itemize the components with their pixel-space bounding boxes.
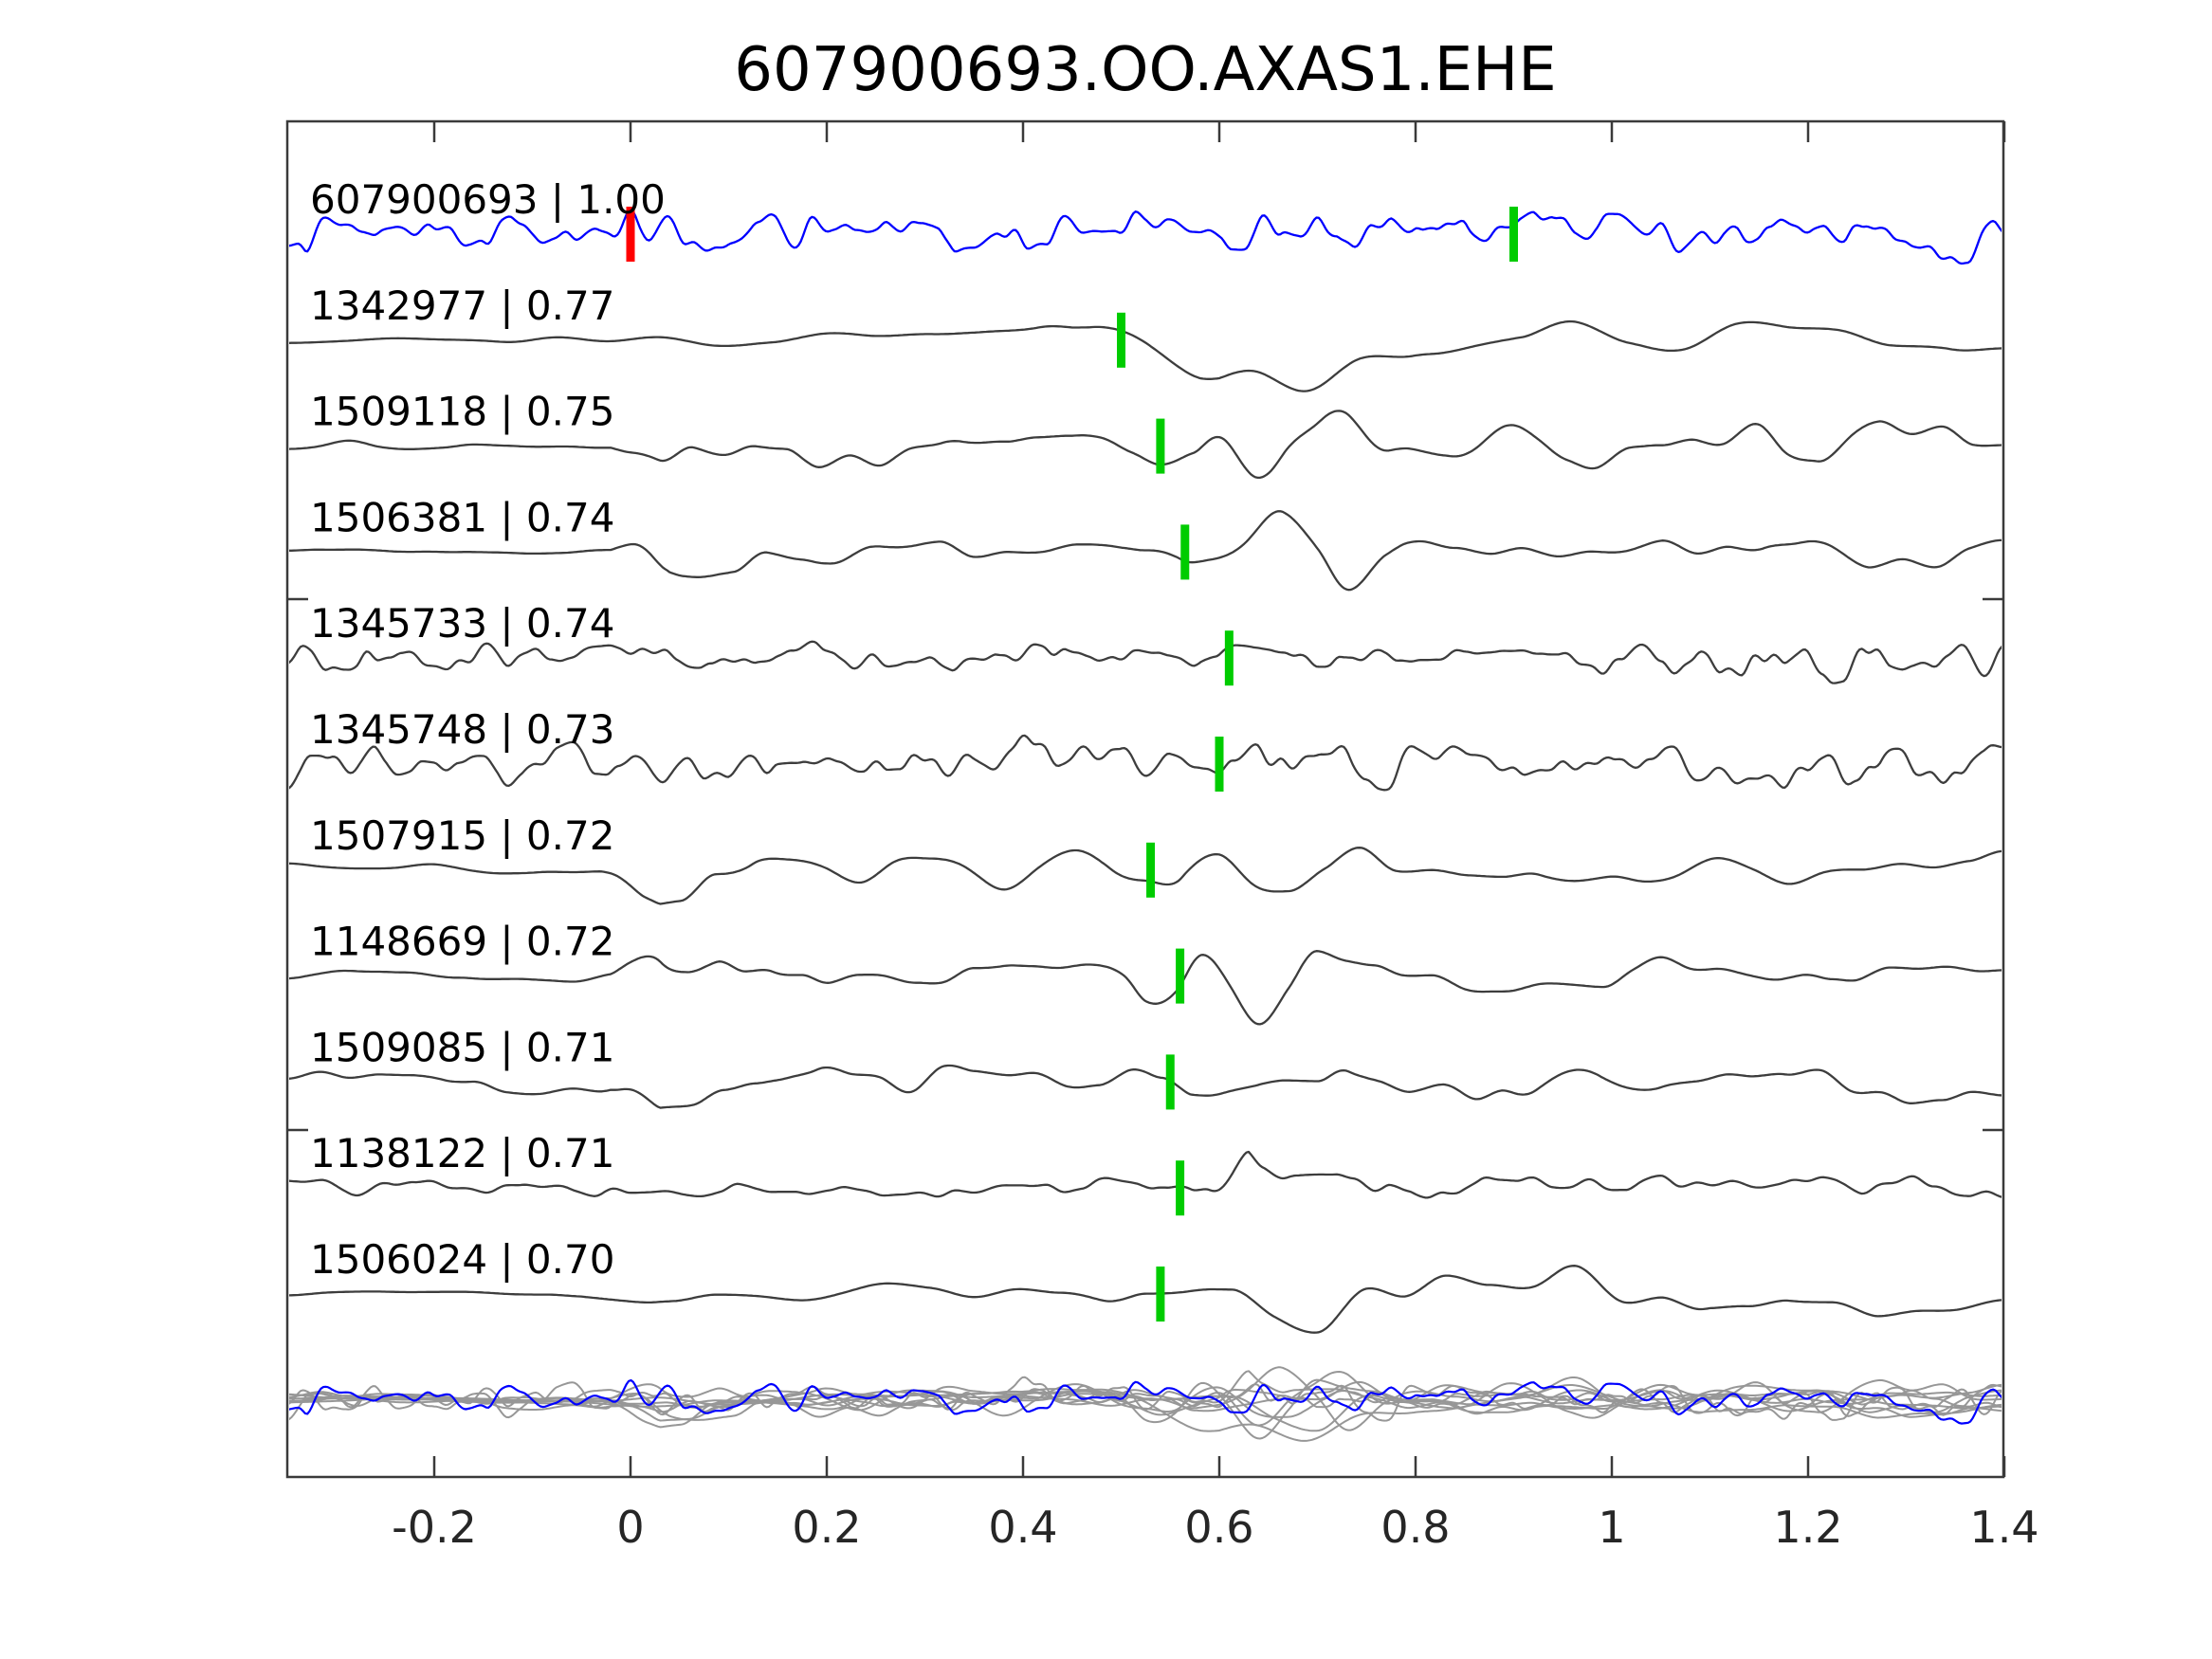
overlay-trace-607900693 [289,1378,2002,1425]
pick-marker-1148669 [1176,948,1185,1004]
trace-layer [289,208,2002,1442]
pick-marker-1509085 [1165,1054,1175,1110]
pick-marker-1506024 [1156,1267,1165,1322]
chart-title: 607900693.OO.AXAS1.EHE [734,35,1556,105]
x-tick-label: 0 [616,1502,644,1553]
trace-label-1345733: 1345733 | 0.74 [310,600,614,647]
x-tick-label: 0.4 [988,1502,1057,1553]
x-tick-label: 1.4 [1969,1502,2038,1553]
trace-line-1507915 [289,847,2002,905]
x-tick-label: 0.8 [1380,1502,1450,1553]
trace-label-1138122: 1138122 | 0.71 [310,1130,614,1176]
trace-label-1506024: 1506024 | 0.70 [310,1236,614,1283]
x-tick-label: 0.2 [792,1502,861,1553]
trace-line-1509118 [289,410,2002,480]
trace-line-1506024 [289,1265,2002,1334]
trace-label-1342977: 1342977 | 0.77 [310,283,614,329]
trace-line-1345733 [289,640,2002,684]
pick-marker-1507915 [1146,842,1156,898]
trace-label-1148669: 1148669 | 0.72 [310,919,614,965]
x-tick-label-layer: -0.2 0 0.2 0.4 0.6 0.8 1 1.2 1.4 [392,1502,2038,1553]
pick-marker-1506381 [1180,524,1190,580]
trace-label-1507915: 1507915 | 0.72 [310,812,614,859]
overlay-trace-1342977 [289,1384,2002,1442]
template-origin-marker [626,207,635,262]
trace-line-1345748 [289,734,2002,792]
trace-line-607900693 [289,208,2002,265]
trace-label-layer: 607900693 | 1.00 1342977 | 0.77 1509118 | … [310,176,666,1283]
trace-line-1138122 [289,1150,2002,1199]
x-tick-label: 1 [1598,1502,1625,1553]
trace-label-1509085: 1509085 | 0.71 [310,1024,614,1070]
trace-line-1342977 [289,319,2002,392]
x-tick-label: 1.2 [1773,1502,1842,1553]
trace-line-1148669 [289,950,2002,1026]
trace-label-607900693: 607900693 | 1.00 [310,176,666,223]
pick-marker-607900693 [1509,207,1518,262]
trace-line-1509085 [289,1064,2002,1109]
pick-marker-1345733 [1224,630,1234,686]
axes-frame [285,119,2005,1479]
overlay-trace-1509118 [289,1371,2002,1427]
x-tick-label: 0.6 [1184,1502,1253,1553]
pick-marker-1345748 [1215,737,1224,792]
pick-marker-1138122 [1176,1160,1185,1216]
trace-line-1506381 [289,510,2002,592]
pick-marker-1342977 [1117,312,1125,368]
pick-marker-1509118 [1156,418,1165,474]
trace-label-1509118: 1509118 | 0.75 [310,389,614,435]
x-tick-label: -0.2 [392,1502,477,1553]
overlay-trace-1345748 [289,1376,2002,1422]
trace-label-1345748: 1345748 | 0.73 [310,706,614,753]
trace-label-1506381: 1506381 | 0.74 [310,494,614,540]
pick-marker-layer [626,207,1518,1322]
